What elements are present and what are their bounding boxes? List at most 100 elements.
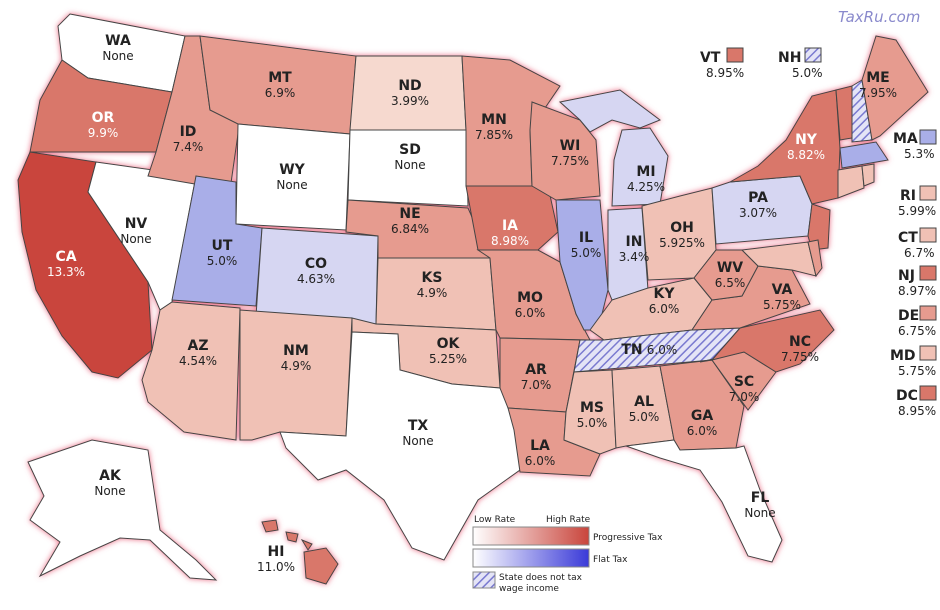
callout-VT-code: VT bbox=[700, 50, 721, 66]
callout-MA-swatch[interactable] bbox=[919, 129, 937, 145]
label-MS-code: MS bbox=[580, 400, 604, 416]
callout-RI-rate: 5.99% bbox=[898, 204, 936, 218]
label-AK-code: AK bbox=[99, 468, 122, 484]
label-IA-rate: 8.98% bbox=[491, 234, 529, 248]
label-CO-code: CO bbox=[305, 256, 327, 272]
callout-RI-swatch[interactable] bbox=[919, 185, 937, 201]
label-VA-code: VA bbox=[772, 282, 793, 298]
legend-none-swatch bbox=[472, 571, 496, 589]
label-NE-rate: 6.84% bbox=[391, 222, 429, 236]
state-ME[interactable] bbox=[861, 35, 929, 141]
label-CA-rate: 13.3% bbox=[47, 265, 85, 279]
label-GA-rate: 6.0% bbox=[687, 424, 718, 438]
label-MT-code: MT bbox=[268, 70, 292, 86]
label-WY-rate: None bbox=[276, 178, 307, 192]
callout-NH-code: NH bbox=[778, 50, 801, 66]
label-AZ-rate: 4.54% bbox=[179, 354, 217, 368]
state-NJ[interactable] bbox=[807, 203, 831, 251]
callout-DE-code: DE bbox=[898, 308, 919, 324]
callout-MA-rate: 5.3% bbox=[904, 147, 935, 161]
label-CA-code: CA bbox=[55, 249, 76, 265]
label-ME-code: ME bbox=[866, 70, 890, 86]
label-NY-rate: 8.82% bbox=[787, 148, 825, 162]
callout-VT-rate: 8.95% bbox=[706, 66, 744, 80]
legend: Low Rate High Rate Progressive Tax Flat … bbox=[472, 515, 663, 594]
state-NC[interactable] bbox=[710, 309, 835, 373]
state-HI[interactable] bbox=[261, 519, 339, 585]
label-LA-rate: 6.0% bbox=[525, 454, 556, 468]
label-UT-code: UT bbox=[212, 238, 233, 254]
callout-DC-rate: 8.95% bbox=[898, 404, 936, 418]
label-OK-rate: 5.25% bbox=[429, 352, 467, 366]
label-AK-rate: None bbox=[94, 484, 125, 498]
label-NV-code: NV bbox=[125, 216, 148, 232]
label-IA-code: IA bbox=[502, 218, 518, 234]
label-ID-rate: 7.4% bbox=[173, 140, 204, 154]
label-OR-code: OR bbox=[92, 110, 115, 126]
label-TX-rate: None bbox=[402, 434, 433, 448]
callout-MD-rate: 5.75% bbox=[898, 364, 936, 378]
callout-DC-swatch[interactable] bbox=[919, 385, 937, 401]
state-CT[interactable] bbox=[837, 165, 865, 199]
label-IN-rate: 3.4% bbox=[619, 250, 650, 264]
state-TX[interactable] bbox=[279, 331, 521, 561]
callout-DC-code: DC bbox=[896, 388, 918, 404]
label-MS-rate: 5.0% bbox=[577, 416, 608, 430]
state-AK[interactable] bbox=[27, 439, 218, 581]
callout-NJ-code: NJ bbox=[898, 268, 915, 284]
callout-MD-code: MD bbox=[890, 348, 916, 364]
label-NY-code: NY bbox=[795, 132, 818, 148]
state-MD[interactable] bbox=[740, 241, 817, 277]
label-OK-code: OK bbox=[437, 336, 461, 352]
label-GA-code: GA bbox=[691, 408, 713, 424]
label-MI-rate: 4.25% bbox=[627, 180, 665, 194]
label-ME-rate: 7.95% bbox=[859, 86, 897, 100]
callout-DE-swatch[interactable] bbox=[919, 305, 937, 321]
callout-CT-rate: 6.7% bbox=[904, 246, 935, 260]
label-KS-rate: 4.9% bbox=[417, 286, 448, 300]
label-AL-rate: 5.0% bbox=[629, 410, 660, 424]
label-PA-rate: 3.07% bbox=[739, 206, 777, 220]
label-SD-code: SD bbox=[399, 142, 421, 158]
label-TN-code: TN bbox=[621, 342, 642, 358]
state-FL[interactable] bbox=[625, 439, 783, 563]
label-OH-code: OH bbox=[670, 220, 694, 236]
label-HI-rate: 11.0% bbox=[257, 560, 295, 574]
label-AL-code: AL bbox=[634, 394, 654, 410]
label-MI-code: MI bbox=[636, 164, 655, 180]
legend-none-label-2: wage income bbox=[499, 584, 559, 594]
callout-NJ-swatch[interactable] bbox=[919, 265, 937, 281]
state-MA[interactable] bbox=[839, 141, 889, 169]
callout-MA-code: MA bbox=[893, 131, 918, 147]
label-ID-code: ID bbox=[180, 124, 197, 140]
state-IL[interactable] bbox=[555, 199, 609, 331]
callout-CT-swatch[interactable] bbox=[919, 227, 937, 243]
label-AR-code: AR bbox=[525, 362, 547, 378]
label-MO-code: MO bbox=[517, 290, 543, 306]
label-WA-code: WA bbox=[105, 33, 131, 49]
label-WA-rate: None bbox=[102, 49, 133, 63]
label-WV-rate: 6.5% bbox=[715, 276, 746, 290]
label-PA-code: PA bbox=[748, 190, 768, 206]
label-HI-code: HI bbox=[268, 544, 285, 560]
label-NV-rate: None bbox=[120, 232, 151, 246]
callout-NH-rate: 5.0% bbox=[792, 66, 823, 80]
side-callouts: VT 8.95% NH 5.0% MA 5.3% RI 5.99% CT 6.7… bbox=[700, 47, 937, 418]
state-SD[interactable] bbox=[347, 129, 469, 207]
callout-VT-swatch[interactable] bbox=[726, 47, 744, 63]
label-NC-rate: 7.75% bbox=[781, 350, 819, 364]
label-ND-code: ND bbox=[398, 78, 421, 94]
legend-progressive-label: Progressive Tax bbox=[593, 533, 663, 543]
callout-NH-swatch[interactable] bbox=[804, 47, 822, 63]
legend-high-label: High Rate bbox=[546, 515, 591, 525]
label-UT-rate: 5.0% bbox=[207, 254, 238, 268]
state-AZ[interactable] bbox=[141, 301, 241, 441]
state-DE[interactable] bbox=[807, 239, 823, 278]
state-RI[interactable] bbox=[861, 163, 875, 187]
label-IN-code: IN bbox=[626, 234, 643, 250]
state-NM[interactable] bbox=[239, 309, 353, 441]
label-MO-rate: 6.0% bbox=[515, 306, 546, 320]
callout-MD-swatch[interactable] bbox=[919, 345, 937, 361]
legend-progressive-swatch bbox=[472, 526, 590, 546]
